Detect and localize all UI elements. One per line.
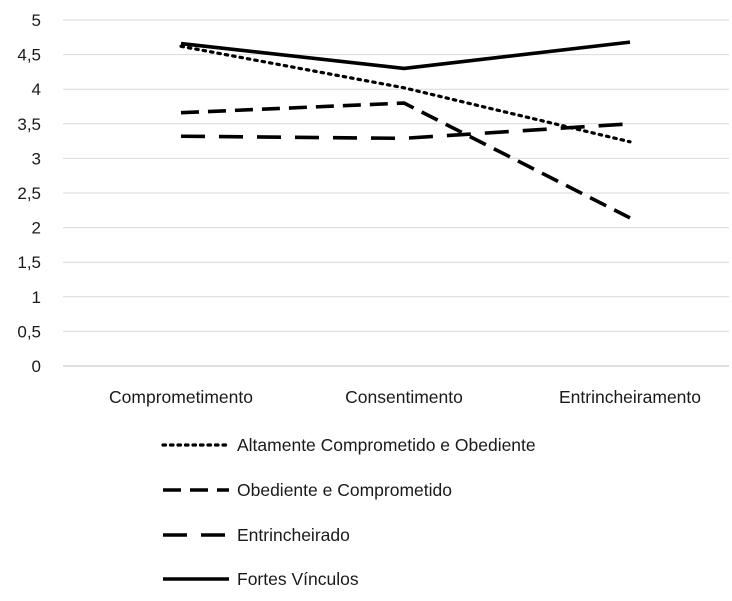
y-tick-label: 3 [32, 149, 41, 168]
y-tick-label: 0 [32, 357, 41, 376]
y-tick-label: 3,5 [17, 115, 41, 134]
grid-layer [63, 19, 729, 367]
legend-label: Altamente Comprometido e Obediente [237, 435, 536, 455]
series-layer [179, 40, 632, 220]
x-tick-label: Comprometimento [109, 387, 253, 407]
legend-item: Altamente Comprometido e Obediente [161, 435, 536, 455]
series-line-2 [180, 101, 631, 220]
x-tick-label: Entrincheiramento [559, 387, 701, 407]
y-axis-tick-labels: 0 0,5 1 1,5 2 2,5 3 3,5 4 4,5 5 [17, 11, 41, 376]
legend: Altamente Comprometido e Obediente Obedie… [161, 435, 536, 589]
y-tick-label: 1,5 [17, 253, 41, 272]
y-tick-label: 5 [32, 11, 41, 30]
legend-label: Fortes Vínculos [237, 569, 359, 589]
y-tick-label: 4,5 [17, 46, 41, 65]
y-tick-label: 1 [32, 288, 41, 307]
legend-item: Entrincheirado [163, 525, 350, 545]
legend-item: Obediente e Comprometido [163, 480, 452, 500]
legend-label: Obediente e Comprometido [237, 480, 452, 500]
x-axis-tick-labels: Comprometimento Consentimento Entrincheira… [109, 387, 701, 407]
y-tick-label: 2 [32, 219, 41, 238]
legend-item: Fortes Vínculos [163, 569, 359, 589]
y-tick-label: 0,5 [17, 322, 41, 341]
x-tick-label: Consentimento [345, 387, 463, 407]
legend-label: Entrincheirado [237, 525, 350, 545]
y-tick-label: 4 [32, 80, 41, 99]
series-line-4 [180, 40, 631, 71]
y-tick-label: 2,5 [17, 184, 41, 203]
series-line-1 [179, 44, 632, 144]
